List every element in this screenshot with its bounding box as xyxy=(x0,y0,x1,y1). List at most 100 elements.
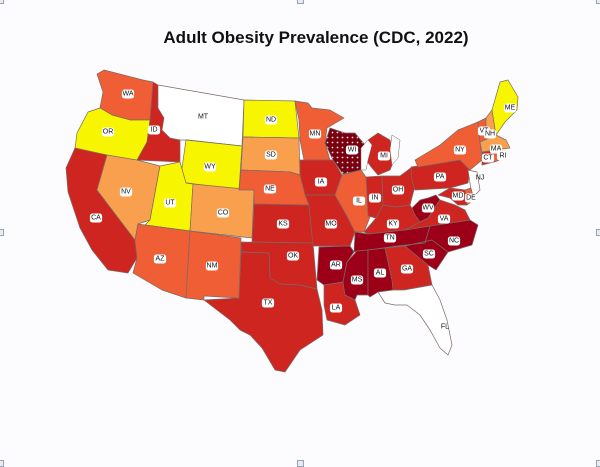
state-label-al: AL xyxy=(373,268,387,278)
resize-handle-top-left[interactable] xyxy=(0,0,4,4)
resize-handle-top-right[interactable] xyxy=(596,0,600,4)
svg-text:MS: MS xyxy=(352,277,363,284)
state-label-ca: CA xyxy=(89,213,103,223)
state-label-oh: OH xyxy=(391,185,405,195)
svg-text:RI: RI xyxy=(500,153,507,160)
svg-text:CO: CO xyxy=(218,210,229,217)
state-label-id: ID xyxy=(147,125,161,135)
svg-text:CA: CA xyxy=(91,215,101,222)
resize-handle-top[interactable] xyxy=(297,0,304,4)
state-label-nc: NC xyxy=(447,236,461,246)
state-label-ma: MA xyxy=(489,144,503,154)
state-label-wy: WY xyxy=(203,162,217,172)
state-label-mi: MI xyxy=(377,151,391,161)
svg-text:NC: NC xyxy=(449,238,459,245)
state-label-az: AZ xyxy=(153,254,167,264)
svg-text:ND: ND xyxy=(266,117,276,124)
svg-text:KS: KS xyxy=(278,221,288,228)
svg-text:AR: AR xyxy=(331,262,341,269)
svg-text:LA: LA xyxy=(332,305,341,312)
svg-text:MA: MA xyxy=(491,146,502,153)
resize-handle-left[interactable] xyxy=(0,229,4,236)
state-label-nv: NV xyxy=(119,187,133,197)
svg-text:TN: TN xyxy=(385,235,394,242)
state-label-va: VA xyxy=(437,214,451,224)
resize-handle-right[interactable] xyxy=(596,229,600,236)
svg-text:NM: NM xyxy=(207,263,218,270)
state-label-or: OR xyxy=(101,127,115,137)
state-label-sd: SD xyxy=(264,150,278,160)
svg-text:FL: FL xyxy=(441,324,449,331)
state-label-de: DE xyxy=(464,193,478,203)
state-label-ri: RI xyxy=(496,151,510,161)
state-label-mn: MN xyxy=(308,129,322,139)
state-fl xyxy=(377,284,453,356)
svg-text:MO: MO xyxy=(325,221,337,228)
svg-text:MI: MI xyxy=(380,153,388,160)
state-label-fl: FL xyxy=(441,324,449,331)
state-label-nm: NM xyxy=(205,261,219,271)
svg-text:OH: OH xyxy=(393,187,404,194)
state-label-tx: TX xyxy=(261,298,275,308)
state-label-ks: KS xyxy=(276,219,290,229)
state-tx xyxy=(203,251,324,373)
state-label-ga: GA xyxy=(400,264,414,274)
state-label-ne: NE xyxy=(263,184,277,194)
svg-text:WI: WI xyxy=(348,147,357,154)
map-title: Adult Obesity Prevalence (CDC, 2022) xyxy=(163,28,469,47)
state-label-ny: NY xyxy=(453,145,467,155)
state-label-mo: MO xyxy=(324,219,337,229)
svg-text:SC: SC xyxy=(424,251,434,258)
svg-text:PA: PA xyxy=(436,174,445,181)
state-ny xyxy=(414,121,483,171)
svg-text:DE: DE xyxy=(466,195,476,202)
state-label-sc: SC xyxy=(422,249,436,259)
state-label-wv: WV xyxy=(421,203,435,213)
state-label-tn: TN xyxy=(383,233,397,243)
state-label-mt: MT xyxy=(198,114,209,121)
state-nv xyxy=(96,154,161,241)
state-label-co: CO xyxy=(216,208,230,218)
state-label-ms: MS xyxy=(350,275,364,285)
svg-text:IA: IA xyxy=(318,179,325,186)
svg-text:NY: NY xyxy=(455,147,465,154)
svg-text:KY: KY xyxy=(388,221,398,228)
state-label-nj: NJ xyxy=(476,175,485,182)
state-label-md: MD xyxy=(451,191,465,201)
svg-text:AZ: AZ xyxy=(156,256,166,263)
state-label-ky: KY xyxy=(386,219,400,229)
state-label-nd: ND xyxy=(264,115,278,125)
svg-text:ID: ID xyxy=(151,127,158,134)
svg-text:MT: MT xyxy=(198,114,209,121)
svg-text:NV: NV xyxy=(121,189,131,196)
state-label-in: IN xyxy=(368,193,382,203)
svg-text:MD: MD xyxy=(453,193,464,200)
svg-text:IN: IN xyxy=(372,195,379,202)
state-label-nh: NH xyxy=(483,129,497,139)
svg-text:WV: WV xyxy=(422,205,434,212)
svg-text:MN: MN xyxy=(310,131,321,138)
svg-text:UT: UT xyxy=(165,200,175,207)
state-label-ar: AR xyxy=(329,260,343,270)
svg-text:CT: CT xyxy=(483,155,493,162)
state-label-ut: UT xyxy=(163,198,177,208)
svg-text:SD: SD xyxy=(266,152,276,159)
svg-text:IL: IL xyxy=(356,198,362,205)
svg-text:NE: NE xyxy=(265,186,275,193)
state-label-pa: PA xyxy=(433,172,447,182)
lake-huron xyxy=(389,134,401,166)
svg-text:WA: WA xyxy=(122,91,133,98)
state-label-il: IL xyxy=(352,196,366,206)
svg-text:OR: OR xyxy=(103,129,114,136)
state-mt xyxy=(157,84,245,147)
svg-text:VA: VA xyxy=(440,216,449,223)
state-ms xyxy=(342,249,369,301)
svg-text:TX: TX xyxy=(264,300,273,307)
state-label-ct: CT xyxy=(481,153,495,163)
state-label-wa: WA xyxy=(121,89,135,99)
svg-text:WY: WY xyxy=(204,164,216,171)
svg-text:NH: NH xyxy=(485,131,495,138)
svg-text:AL: AL xyxy=(376,270,385,277)
lake-michigan xyxy=(360,139,373,171)
